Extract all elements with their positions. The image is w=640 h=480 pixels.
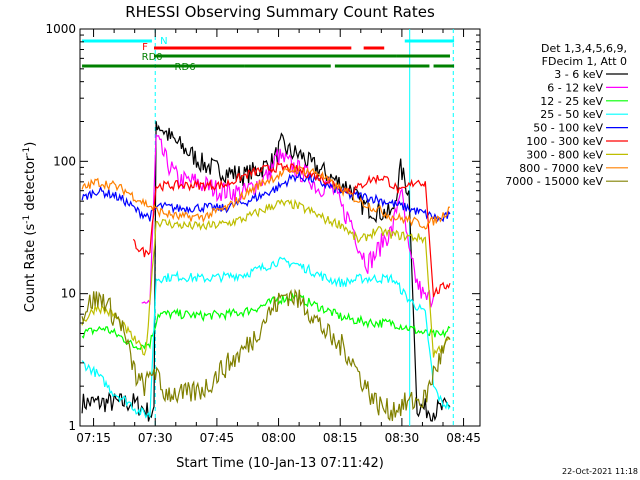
x-tick-label: 08:45 — [446, 431, 481, 445]
flag-label: RD0 — [142, 52, 163, 63]
legend: Det 1,3,4,5,6,9,FDecim 1, Att 03 - 6 keV… — [505, 42, 628, 188]
flag-label: F — [142, 42, 148, 53]
x-tick-label: 07:45 — [200, 431, 235, 445]
series-line — [81, 121, 451, 422]
x-axis: 07:15 07:30 07:45 08:00 08:15 08:30 08:45 — [76, 29, 481, 445]
y-tick-label: 1 — [68, 419, 76, 433]
series-line — [81, 256, 451, 419]
series-line — [81, 292, 451, 351]
legend-entry-label: 6 - 12 keV — [547, 81, 603, 94]
y-tick-label: 10 — [61, 287, 76, 301]
y-axis-label: Count Rate (s-1 detector-1) — [22, 142, 38, 313]
chart-title: RHESSI Observing Summary Count Rates — [125, 3, 435, 21]
legend-entry-label: 800 - 7000 keV — [519, 162, 603, 175]
legend-header: FDecim 1, Att 0 — [542, 55, 627, 68]
series-line — [81, 170, 451, 223]
legend-entry-label: 50 - 100 keV — [533, 122, 603, 135]
flag-label: RD6 — [175, 62, 196, 73]
x-axis-label: Start Time (10-Jan-13 07:11:42) — [176, 456, 384, 471]
legend-header: Det 1,3,4,5,6,9, — [541, 42, 627, 55]
series-line — [81, 165, 450, 230]
legend-entry-label: 12 - 25 keV — [540, 95, 603, 108]
legend-entry-label: 300 - 800 keV — [526, 148, 603, 161]
y-tick-label: 1000 — [45, 22, 76, 36]
flag-label: N — [160, 36, 167, 47]
y-axis: 1 10 100 1000 — [45, 22, 480, 433]
x-tick-label: 08:30 — [385, 431, 420, 445]
series-line — [81, 198, 451, 358]
plot-area-frame — [79, 28, 481, 427]
y-tick-label: 100 — [53, 154, 76, 168]
series-layer — [81, 121, 451, 422]
series-line — [81, 288, 451, 422]
x-tick-label: 08:15 — [323, 431, 358, 445]
legend-entry-label: 7000 - 15000 keV — [505, 175, 603, 188]
legend-entry-label: 25 - 50 keV — [540, 108, 603, 121]
series-line — [141, 134, 435, 308]
footer-timestamp: 22-Oct-2021 11:18 — [562, 467, 638, 476]
legend-entry-label: 3 - 6 keV — [554, 68, 603, 81]
x-tick-label: 07:15 — [76, 431, 111, 445]
legend-entry-label: 100 - 300 keV — [526, 135, 603, 148]
x-tick-label: 07:30 — [138, 431, 173, 445]
x-tick-label: 08:00 — [261, 431, 296, 445]
